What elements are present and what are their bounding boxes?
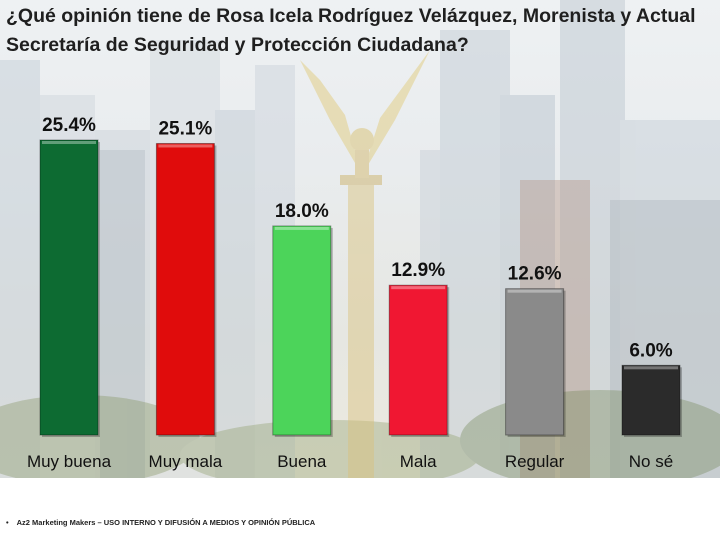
bar-regular (505, 288, 565, 436)
value-label-muy-buena: 25.4% (42, 115, 96, 136)
category-label-muy-buena: Muy buena (27, 452, 112, 471)
bar-highlight-mala (391, 286, 446, 290)
footer-text: Az2 Marketing Makers – USO INTERNO Y DIF… (16, 518, 316, 527)
value-label-mala: 12.9% (391, 260, 445, 281)
value-label-regular: 12.6% (508, 264, 562, 285)
value-label-muy-mala: 25.1% (158, 118, 212, 139)
footer-bullet: • (6, 518, 9, 527)
footer-note: • Az2 Marketing Makers – USO INTERNO Y DI… (6, 518, 315, 527)
bar-no-se (621, 364, 681, 436)
bar-muy-mala (155, 142, 215, 436)
value-label-no-se: 6.0% (629, 340, 672, 361)
chart-title: ¿Qué opinión tiene de Rosa Icela Rodrígu… (6, 2, 714, 60)
category-label-muy-mala: Muy mala (149, 452, 223, 471)
bar-highlight-muy-mala (158, 144, 213, 148)
chart-title-line-2: Secretaría de Seguridad y Protección Ciu… (6, 34, 469, 56)
bar-buena (272, 225, 332, 436)
bar-mala (388, 284, 448, 436)
category-label-regular: Regular (505, 452, 565, 471)
value-label-buena: 18.0% (275, 201, 329, 222)
category-label-buena: Buena (277, 452, 327, 471)
bar-highlight-no-se (624, 366, 678, 370)
chart-title-line-1: ¿Qué opinión tiene de Rosa Icela Rodrígu… (6, 5, 696, 27)
bar-chart: 25.4% 25.1% 18.0% 12.9% 12.6% 6.0% Muy buena M… (27, 115, 682, 471)
bar-muy-buena (39, 139, 99, 436)
category-label-no-se: No sé (629, 452, 673, 471)
bar-highlight-regular (507, 289, 562, 293)
bar-highlight-muy-buena (42, 141, 96, 144)
category-label-mala: Mala (400, 452, 437, 471)
bar-highlight-buena (274, 226, 329, 230)
